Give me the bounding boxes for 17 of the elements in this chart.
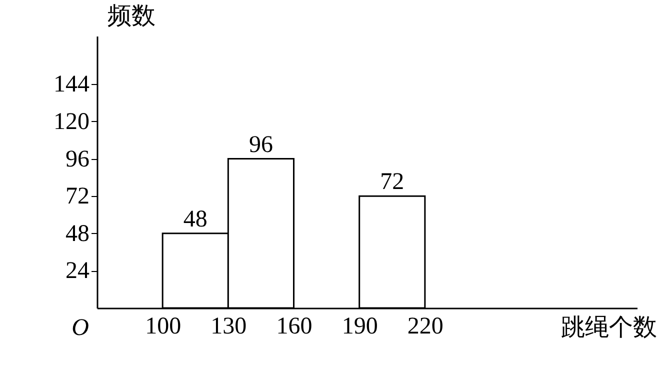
y-tick-label: 24 [66, 258, 90, 284]
x-tick-label: 190 [342, 314, 378, 340]
y-tick-label: 48 [66, 220, 90, 247]
data-label: 72 [380, 169, 404, 196]
y-tick-label: 96 [66, 146, 90, 172]
y-tick-label: 120 [54, 108, 90, 135]
x-tick-label: 220 [407, 314, 444, 340]
x-axis-title: 跳绳个数 [561, 315, 657, 341]
y-tick-label: 144 [54, 72, 90, 98]
y-tick-label: 72 [66, 184, 90, 210]
x-tick-label: 160 [276, 314, 312, 340]
x-tick-label: 130 [210, 314, 247, 340]
y-axis-title: 频数 [108, 4, 156, 30]
x-tick-label: 100 [145, 314, 182, 340]
text: O [72, 315, 89, 341]
data-label: 96 [248, 132, 273, 158]
data-label: 48 [183, 206, 208, 232]
